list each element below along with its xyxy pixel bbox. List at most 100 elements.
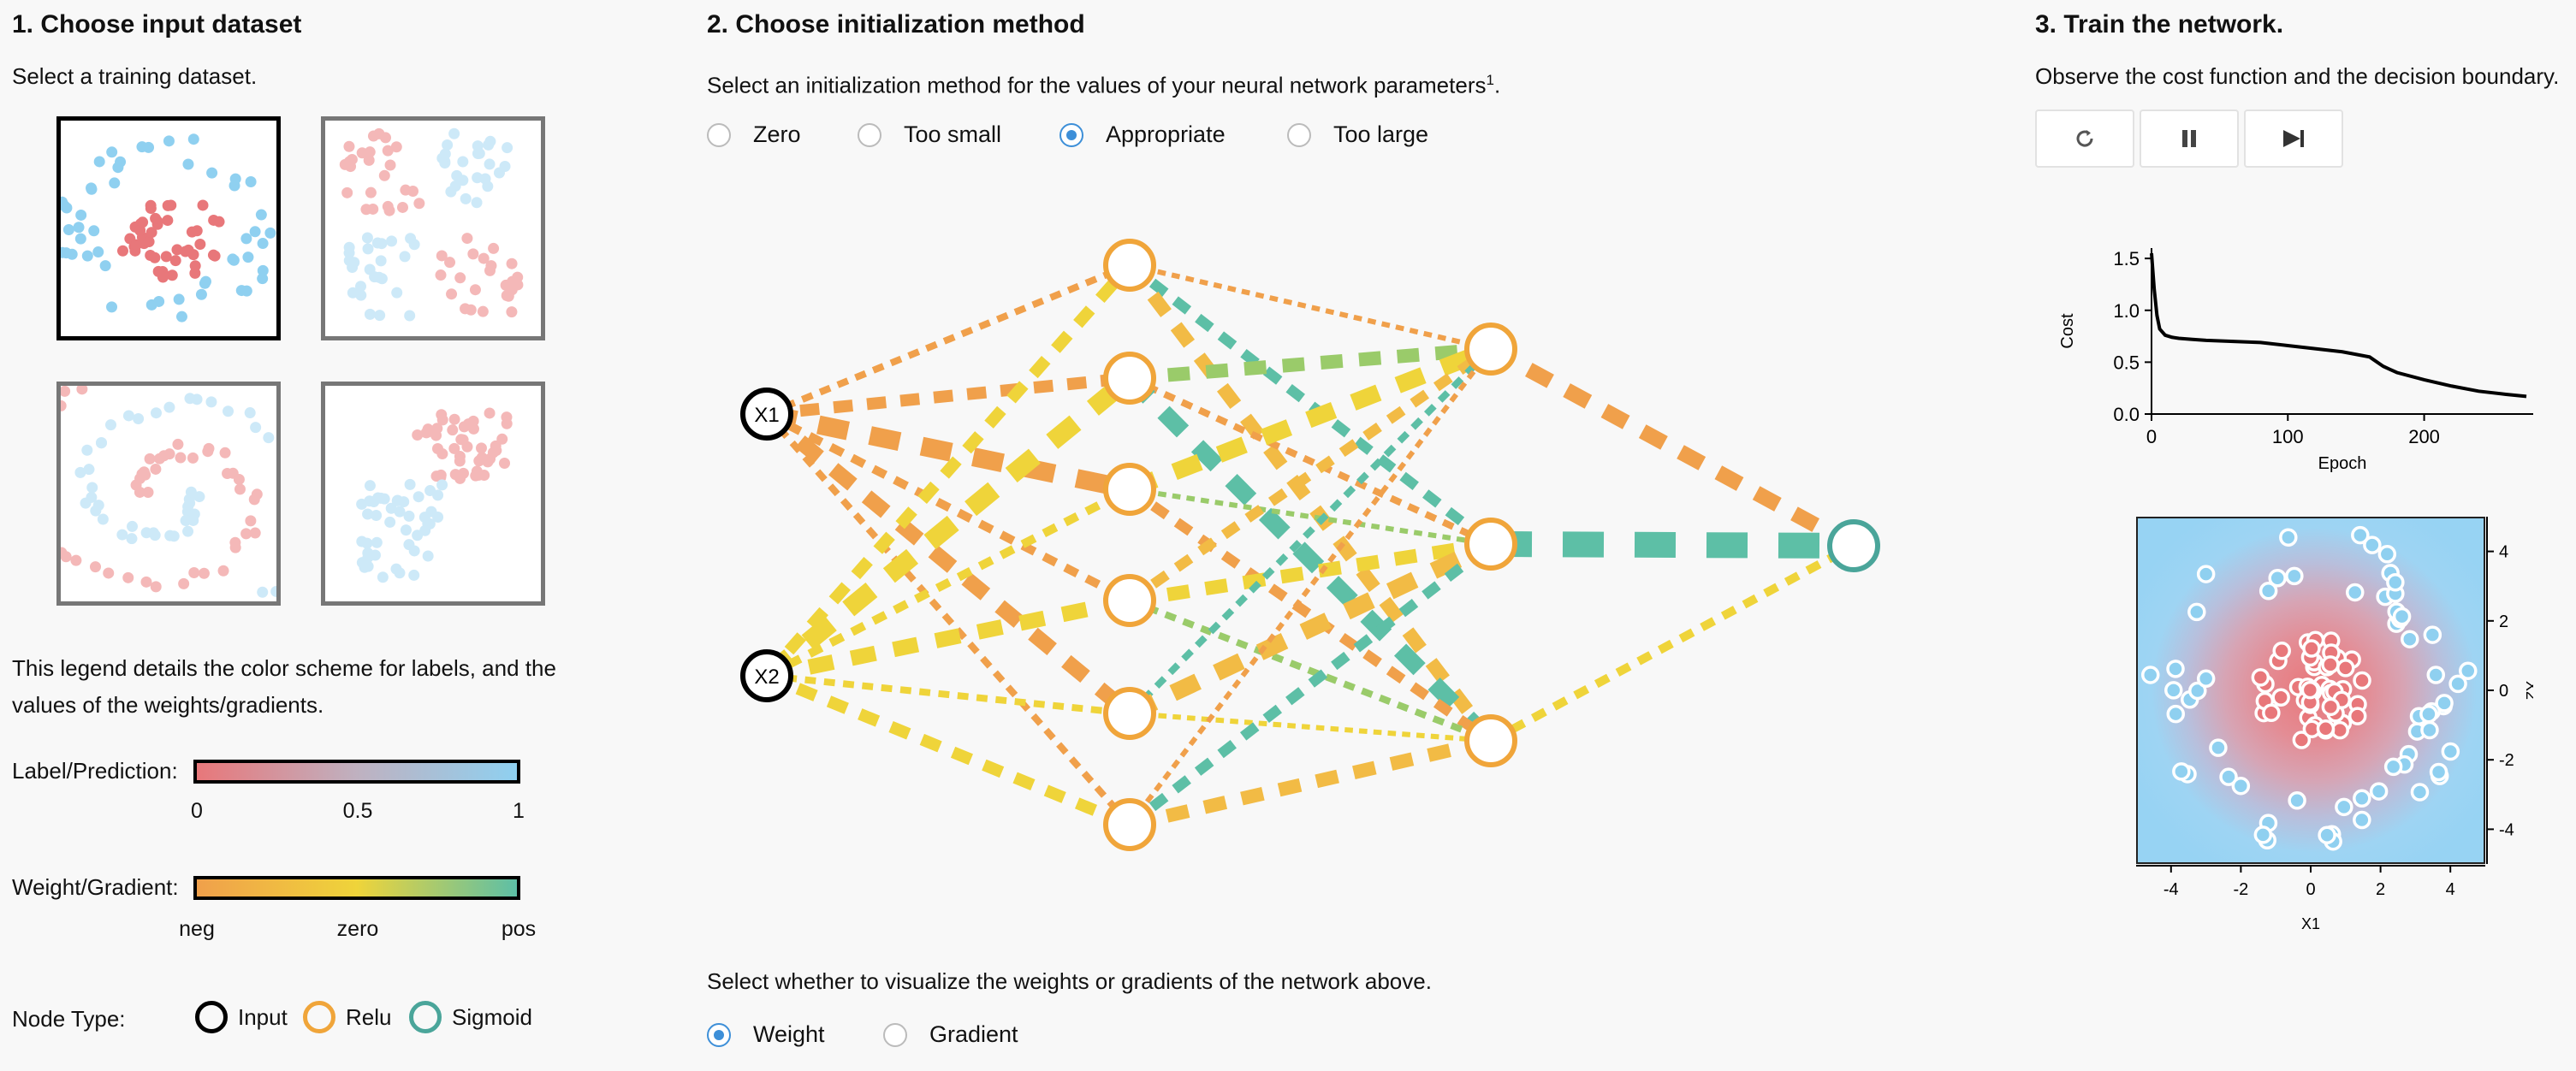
dataset-point (444, 257, 456, 269)
relu-node-icon (303, 1001, 335, 1033)
boundary-point-pos (2386, 573, 2405, 592)
dataset-point (250, 422, 262, 434)
cost-chart: 0.0 0.5 1.0 1.5 0 100 200 Epoch Cost (2058, 248, 2533, 473)
dataset-point (482, 180, 494, 192)
boundary-point-pos (2196, 565, 2216, 583)
viz-option-weight[interactable]: Weight (707, 1021, 825, 1048)
dataset-gauss[interactable] (321, 382, 545, 606)
dataset-point (422, 423, 434, 435)
boundary-point-neg (2321, 655, 2340, 674)
dataset-point (92, 246, 104, 258)
radio-too-small[interactable] (858, 122, 881, 147)
dataset-point (364, 480, 376, 492)
boundary-point-pos (2351, 525, 2370, 545)
footnote-marker[interactable]: 1 (1486, 72, 1494, 88)
network-edge (765, 593, 1131, 683)
network-edge (1126, 340, 1494, 498)
relu-node (1464, 714, 1517, 767)
boundary-point-pos (2219, 767, 2238, 786)
network-edge (1129, 342, 1492, 385)
relu-node (1103, 687, 1156, 740)
cost-y-tick-label: 1.0 (2113, 300, 2140, 322)
pause-icon (2182, 130, 2196, 147)
dataset-point (193, 491, 205, 503)
cost-x-tick-label: 100 (2272, 426, 2304, 447)
input-node-label: X1 (754, 404, 779, 427)
network-edge (1127, 346, 1493, 716)
boundary-point-neg (2316, 719, 2336, 738)
dataset-point (257, 586, 269, 598)
input-node-label: X2 (754, 666, 779, 689)
label-legend-title: Label/Prediction: (12, 758, 178, 784)
dataset-point (348, 257, 360, 269)
radio-too-large[interactable] (1287, 122, 1311, 147)
radio-appropriate[interactable] (1059, 122, 1083, 147)
boundary-point-neg (2353, 671, 2371, 690)
network-edge (766, 372, 1131, 420)
init-option-too-large[interactable]: Too large (1287, 121, 1428, 148)
dataset-spiral[interactable] (23, 346, 321, 636)
radio-weight[interactable] (707, 1022, 731, 1047)
dataset-point (191, 225, 203, 237)
radio-gradient[interactable] (883, 1022, 907, 1047)
radio-zero[interactable] (707, 122, 731, 147)
dataset-point (70, 554, 82, 566)
dataset-point (163, 135, 175, 147)
dataset-point (484, 158, 496, 170)
dataset-point (182, 525, 194, 537)
viz-option-gradient[interactable]: Gradient (883, 1021, 1018, 1048)
dataset-point (97, 513, 109, 525)
boundary-point-pos (2441, 742, 2460, 761)
dataset-point (162, 199, 174, 211)
dataset-point (144, 453, 156, 464)
dataset-point (180, 246, 192, 257)
dataset-point (92, 500, 104, 512)
dataset-point (86, 482, 98, 494)
dataset-point (413, 491, 424, 503)
dataset-point (142, 486, 154, 498)
init-option-appropriate[interactable]: Appropriate (1059, 121, 1226, 148)
dataset-xor[interactable] (321, 116, 545, 340)
dataset-point (446, 288, 458, 300)
init-option-too-small[interactable]: Too small (858, 121, 1001, 148)
network-edge (1125, 536, 1495, 722)
dataset-point (234, 483, 246, 495)
dataset-circle[interactable] (56, 116, 281, 340)
dataset-point (412, 530, 424, 541)
dataset-point (374, 310, 386, 322)
pause-button[interactable] (2140, 109, 2239, 168)
dataset-point (448, 413, 460, 425)
dataset-point (475, 442, 487, 454)
dataset-point (394, 567, 406, 579)
dataset-point (430, 429, 442, 441)
dataset-point (382, 200, 394, 212)
boundary-point-neg (2262, 703, 2281, 723)
dataset-point (106, 301, 118, 313)
dataset-point (150, 407, 162, 419)
dataset-point (229, 173, 241, 185)
dataset-point (484, 264, 496, 276)
dataset-point (249, 226, 261, 238)
network-edge (764, 670, 1132, 831)
step-button[interactable] (2244, 109, 2343, 168)
boundary-y-tick-label: 4 (2499, 543, 2508, 562)
dataset-point (362, 560, 374, 572)
dataset-point (86, 491, 98, 503)
dataset-point (404, 310, 416, 322)
dataset-point (457, 156, 469, 168)
dataset-point (356, 536, 368, 547)
viz-prompt: Select whether to visualize the weights … (707, 968, 1432, 994)
relu-node (1103, 239, 1156, 292)
weight-colorbar (193, 876, 520, 900)
dataset-point (187, 133, 199, 145)
dataset-point (191, 393, 203, 405)
init-option-zero[interactable]: Zero (707, 121, 801, 148)
network-edge (1126, 345, 1494, 605)
dataset-point (245, 515, 257, 527)
dataset-point (81, 250, 93, 262)
dataset-point (375, 255, 387, 267)
dataset-point (506, 306, 518, 318)
boundary-y-tick-label: -4 (2499, 820, 2514, 839)
network-edge (762, 408, 1135, 719)
reset-button[interactable] (2035, 109, 2134, 168)
